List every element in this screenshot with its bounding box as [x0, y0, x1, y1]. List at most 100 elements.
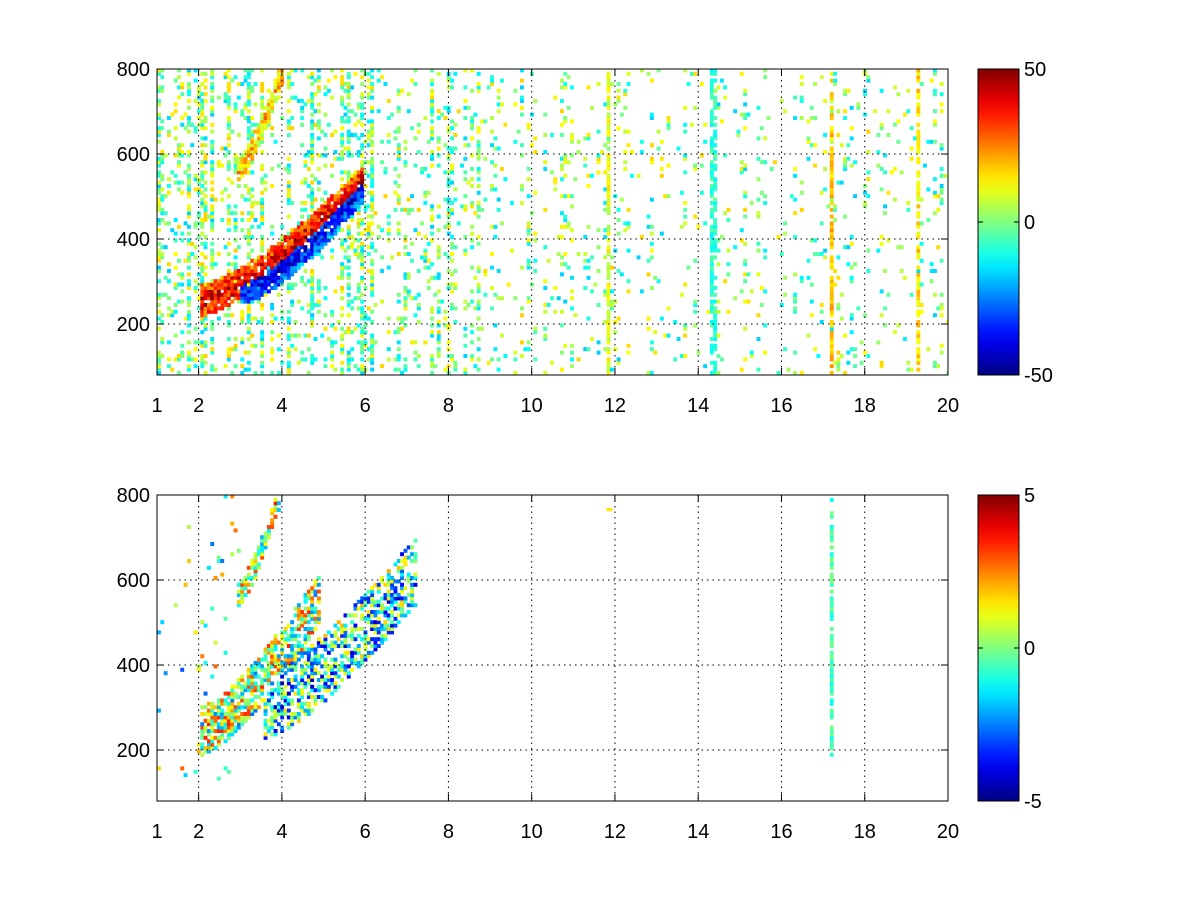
heatmap-cell — [606, 337, 611, 341]
heatmap-cell — [370, 241, 375, 246]
heatmap-cell — [270, 330, 275, 335]
heatmap-cell — [396, 316, 401, 321]
heatmap-cell — [829, 177, 834, 182]
heatmap-cell — [180, 143, 185, 148]
heatmap-cell — [293, 282, 298, 287]
y-tick-label: 200 — [117, 740, 150, 762]
heatmap-cell — [256, 262, 261, 267]
heatmap-cell — [436, 347, 441, 352]
heatmap-cell — [210, 241, 215, 246]
heatmap-cell — [167, 269, 171, 273]
heatmap-cell — [829, 78, 834, 83]
heatmap-cell — [330, 218, 335, 222]
heatmap-cell — [210, 262, 215, 267]
heatmap-cell — [157, 99, 161, 103]
x-tick-label: 14 — [687, 821, 709, 843]
heatmap-cell — [236, 593, 241, 597]
heatmap-cell — [316, 688, 321, 693]
heatmap-cell — [916, 333, 921, 338]
heatmap-cell — [886, 133, 891, 137]
heatmap-cell — [200, 705, 205, 710]
axes-box — [156, 494, 949, 802]
heatmap-cell — [253, 258, 258, 263]
heatmap-cell — [226, 122, 231, 127]
heatmap-cell — [793, 173, 797, 178]
heatmap-cell — [316, 299, 321, 304]
heatmap-cell — [316, 654, 321, 659]
heatmap-cell — [306, 218, 311, 222]
heatmap-cell — [696, 350, 701, 355]
heatmap-cell — [490, 75, 494, 80]
heatmap-cell — [560, 323, 564, 328]
heatmap-cell — [290, 333, 295, 338]
heatmap-cell — [316, 589, 321, 594]
heatmap-cell — [276, 712, 281, 716]
heatmap-cell — [157, 326, 161, 331]
heatmap-cell — [250, 129, 255, 134]
heatmap-cell — [200, 177, 205, 182]
heatmap-cell — [276, 347, 281, 352]
heatmap-cell — [180, 231, 185, 236]
heatmap-cell — [356, 296, 361, 301]
heatmap-cell — [263, 718, 268, 723]
heatmap-cell — [160, 245, 165, 250]
heatmap-cell — [919, 197, 924, 202]
heatmap-cell — [216, 296, 221, 301]
heatmap-cell — [400, 576, 404, 580]
heatmap-cell — [286, 109, 291, 114]
heatmap-cell — [250, 170, 255, 175]
heatmap-cell — [200, 306, 205, 311]
heatmap-cell — [213, 367, 218, 372]
heatmap-cell — [266, 664, 271, 669]
heatmap-cell — [916, 320, 921, 324]
heatmap-cell — [293, 644, 298, 648]
heatmap-cell — [903, 275, 907, 280]
heatmap-cell — [849, 136, 854, 141]
heatmap-cell — [256, 272, 261, 277]
heatmap-cell — [246, 170, 251, 175]
heatmap-cell — [353, 603, 358, 608]
heatmap-cell — [323, 313, 328, 318]
heatmap-cell — [829, 565, 834, 570]
heatmap-cell — [240, 194, 245, 199]
heatmap-cell — [836, 255, 841, 260]
heatmap-cell — [303, 712, 308, 716]
colorbar-gradient — [978, 69, 1019, 375]
heatmap-cell — [393, 136, 398, 141]
heatmap-cell — [250, 258, 255, 263]
heatmap-cell — [316, 102, 321, 107]
heatmap-cell — [216, 292, 221, 297]
heatmap-cell — [226, 712, 231, 716]
heatmap-cell — [566, 75, 571, 80]
heatmap-cell — [709, 323, 714, 328]
heatmap-cell — [203, 235, 208, 239]
heatmap-cell — [310, 146, 315, 151]
heatmap-cell — [187, 272, 191, 277]
heatmap-cell — [713, 204, 718, 209]
heatmap-cell — [200, 190, 205, 195]
heatmap-cell — [370, 357, 375, 362]
heatmap-cell — [316, 582, 321, 587]
heatmap-cell — [157, 296, 161, 301]
heatmap-cell — [286, 197, 291, 202]
heatmap-cell — [346, 214, 351, 219]
heatmap-cell — [236, 599, 241, 604]
heatmap-cell — [916, 286, 921, 290]
heatmap-cell — [886, 190, 891, 195]
heatmap-cell — [187, 299, 191, 304]
heatmap-cell — [180, 289, 185, 294]
heatmap-cell — [783, 275, 787, 280]
heatmap-cell — [829, 133, 834, 137]
heatmap-cell — [936, 245, 941, 250]
heatmap-cell — [346, 303, 351, 307]
heatmap-cell — [916, 194, 921, 199]
heatmap-cell — [360, 133, 365, 137]
heatmap-cell — [316, 153, 321, 158]
heatmap-cell — [493, 163, 498, 168]
heatmap-cell — [813, 143, 817, 148]
heatmap-cell — [829, 589, 834, 594]
heatmap-cell — [276, 258, 281, 263]
heatmap-cell — [739, 112, 744, 117]
heatmap-cell — [406, 576, 411, 580]
heatmap-cell — [173, 173, 178, 178]
